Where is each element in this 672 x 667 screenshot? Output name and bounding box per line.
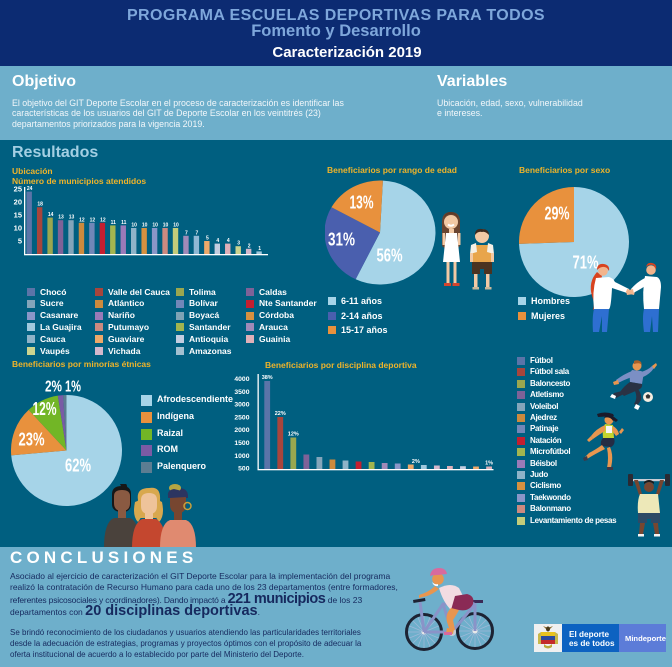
svg-text:1%: 1% [65,379,81,396]
svg-text:7: 7 [185,230,188,236]
svg-text:1%: 1% [485,461,493,467]
svg-text:25: 25 [14,185,22,194]
svg-text:18: 18 [37,202,43,208]
svg-text:12: 12 [79,217,85,223]
svg-text:62%: 62% [65,456,91,476]
svg-text:11: 11 [111,220,117,226]
svg-text:12%: 12% [33,399,57,419]
svg-text:1: 1 [258,246,261,252]
svg-text:15: 15 [14,211,22,220]
svg-text:3500: 3500 [234,389,249,396]
svg-text:11: 11 [121,220,127,226]
svg-text:10: 10 [142,223,148,229]
svg-text:7: 7 [196,230,199,236]
svg-text:4: 4 [216,238,219,244]
svg-text:2%: 2% [45,379,62,396]
svg-text:2000: 2000 [234,427,249,434]
svg-text:3000: 3000 [234,402,249,409]
svg-text:13: 13 [58,215,64,221]
svg-text:500: 500 [238,466,250,473]
svg-text:12: 12 [90,217,96,223]
svg-text:10: 10 [14,224,22,233]
svg-text:71%: 71% [573,253,599,273]
svg-text:4: 4 [227,238,230,244]
svg-text:38%: 38% [262,375,273,381]
svg-text:12: 12 [100,217,106,223]
svg-text:23%: 23% [19,430,45,450]
svg-text:2500: 2500 [234,414,249,421]
svg-text:2%: 2% [412,459,420,465]
svg-text:5: 5 [18,237,22,246]
svg-text:14: 14 [48,212,54,218]
svg-text:10: 10 [152,223,158,229]
svg-text:12%: 12% [288,432,299,438]
svg-text:13: 13 [69,215,75,221]
svg-text:22%: 22% [275,411,286,417]
svg-text:29%: 29% [545,204,570,224]
svg-text:1500: 1500 [234,440,249,447]
svg-text:10: 10 [163,223,169,229]
svg-text:2: 2 [248,243,251,249]
svg-text:5: 5 [206,236,209,242]
svg-text:56%: 56% [377,246,403,266]
svg-text:31%: 31% [328,230,355,250]
svg-text:24: 24 [27,186,33,192]
svg-text:1000: 1000 [234,453,249,460]
svg-text:3: 3 [237,241,240,247]
svg-text:10: 10 [131,223,137,229]
svg-text:4000: 4000 [234,376,249,383]
svg-text:13%: 13% [350,193,374,213]
svg-text:20: 20 [14,198,22,207]
svg-text:10: 10 [173,223,179,229]
